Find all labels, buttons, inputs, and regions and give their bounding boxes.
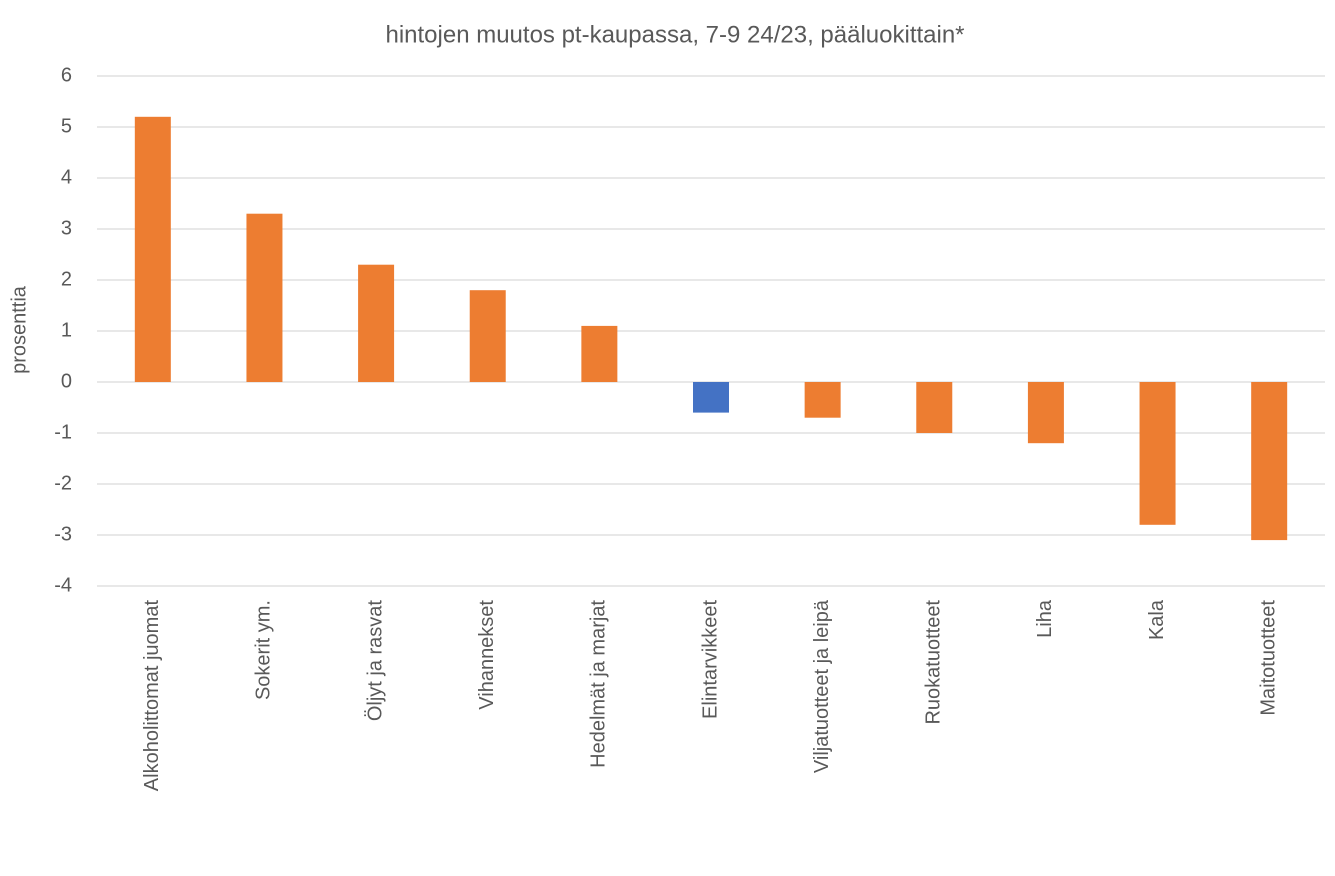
x-tick-label: Vihannekset: [476, 600, 498, 710]
bar: [246, 213, 283, 382]
y-tick-label: 5: [61, 115, 72, 137]
x-tick-label: Maitotuotteet: [1257, 600, 1279, 716]
x-tick-label: Ruokatuotteet: [923, 600, 945, 725]
y-tick-label: -2: [54, 472, 72, 494]
bar: [581, 325, 618, 382]
y-tick-label: 1: [61, 319, 72, 341]
y-tick-label: 0: [61, 370, 72, 392]
bar: [916, 382, 953, 433]
bar: [469, 290, 506, 382]
bar: [693, 382, 729, 413]
x-tick-label: Liha: [1034, 599, 1056, 638]
x-tick-label: Kala: [1146, 599, 1168, 640]
bar: [804, 382, 841, 418]
chart-title: hintojen muutos pt-kaupassa, 7-9 24/23, …: [385, 21, 964, 48]
x-tick-label: Öljyt ja rasvat: [364, 600, 386, 722]
x-tick-label: Viljatuotteet ja leipä: [811, 599, 833, 773]
x-tick-label: Elintarvikkeet: [699, 600, 721, 719]
bar: [1139, 382, 1176, 525]
y-tick-label: 3: [61, 217, 72, 239]
y-tick-label: 2: [61, 268, 72, 290]
x-tick-label: Alkoholittomat juomat: [141, 600, 163, 792]
y-tick-label: -1: [54, 421, 72, 443]
bar: [1251, 382, 1288, 541]
bar: [134, 116, 171, 383]
y-tick-label: 6: [61, 64, 72, 86]
y-tick-label: -4: [54, 574, 72, 596]
bar: [358, 264, 395, 382]
bar: [1027, 382, 1064, 444]
y-axis-label: prosenttia: [8, 285, 30, 374]
x-tick-label: Hedelmät ja marjat: [588, 600, 610, 768]
x-tick-label: Sokerit ym.: [253, 600, 275, 700]
y-tick-label: -3: [54, 523, 72, 545]
y-tick-label: 4: [61, 166, 72, 188]
